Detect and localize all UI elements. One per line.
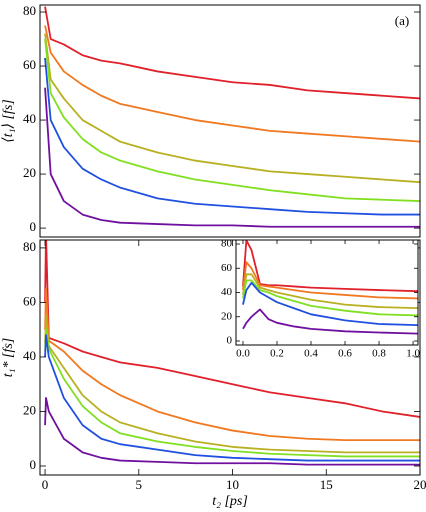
- x-tick-label: 0: [42, 477, 49, 492]
- plot-frame: [39, 4, 421, 238]
- series-line: [44, 6, 420, 100]
- series-line: [44, 287, 420, 441]
- series-line: [44, 328, 420, 458]
- plot-area: [44, 6, 420, 228]
- plot-area: [44, 240, 420, 466]
- plot-frame: [39, 239, 421, 476]
- plot-area: [242, 240, 418, 335]
- y-tick-label: 60: [23, 57, 36, 72]
- x-tick-label: 0.0: [236, 348, 250, 360]
- x-tick-label: 0.2: [270, 348, 284, 360]
- series-line: [44, 396, 420, 466]
- x-tick-label: 0.4: [304, 348, 318, 360]
- panel: 0 20 40 60 80 0.0 0.2 0.4 0.6 0.8 1.0: [221, 238, 420, 360]
- x-tick-label: 20: [414, 477, 426, 492]
- series-line: [44, 38, 420, 202]
- series-line: [242, 308, 418, 335]
- series-line: [44, 25, 420, 143]
- y-tick-label: 60: [221, 262, 233, 274]
- x-tick-label: 0.8: [372, 348, 386, 360]
- y-tick-label: 80: [23, 239, 36, 254]
- y-tick-label: 20: [221, 310, 233, 322]
- y-axis-title: ⟨t₁⟩ [fs]: [1, 99, 16, 142]
- series-line: [44, 334, 420, 462]
- series-line: [242, 281, 418, 327]
- y-tick-label: 0: [30, 457, 37, 472]
- x-axis-title: t₂ [ps]: [212, 494, 248, 509]
- y-tick-label: 20: [23, 402, 36, 417]
- series-line: [242, 261, 418, 300]
- y-tick-label: 40: [23, 111, 36, 126]
- panel-label: (a): [395, 13, 409, 28]
- y-axis-title: t₁* [fs]: [1, 338, 16, 378]
- y-tick-label: 20: [23, 165, 36, 180]
- series-line: [242, 273, 418, 310]
- x-tick-label: 5: [136, 477, 143, 492]
- x-tick-label: 0.6: [338, 348, 352, 360]
- series-line: [44, 240, 420, 418]
- series-line: [44, 57, 420, 216]
- panel: 0 20 40 60 80 ⟨t₁⟩ [fs] (a): [1, 3, 421, 238]
- y-tick-label: 0: [30, 219, 37, 234]
- y-tick-label: 40: [221, 286, 233, 298]
- series-line: [44, 315, 420, 454]
- y-tick-label: 80: [221, 238, 233, 250]
- x-tick-label: 1.0: [406, 348, 420, 360]
- y-tick-label: 0: [227, 335, 233, 347]
- y-tick-label: 40: [23, 348, 36, 363]
- y-tick-label: 80: [23, 3, 36, 18]
- x-tick-label: 10: [226, 477, 239, 492]
- series-line: [242, 240, 418, 293]
- series-line: [44, 87, 420, 228]
- x-tick-label: 15: [320, 477, 333, 492]
- series-line: [44, 33, 420, 184]
- series-line: [242, 279, 418, 317]
- y-tick-label: 60: [23, 293, 36, 308]
